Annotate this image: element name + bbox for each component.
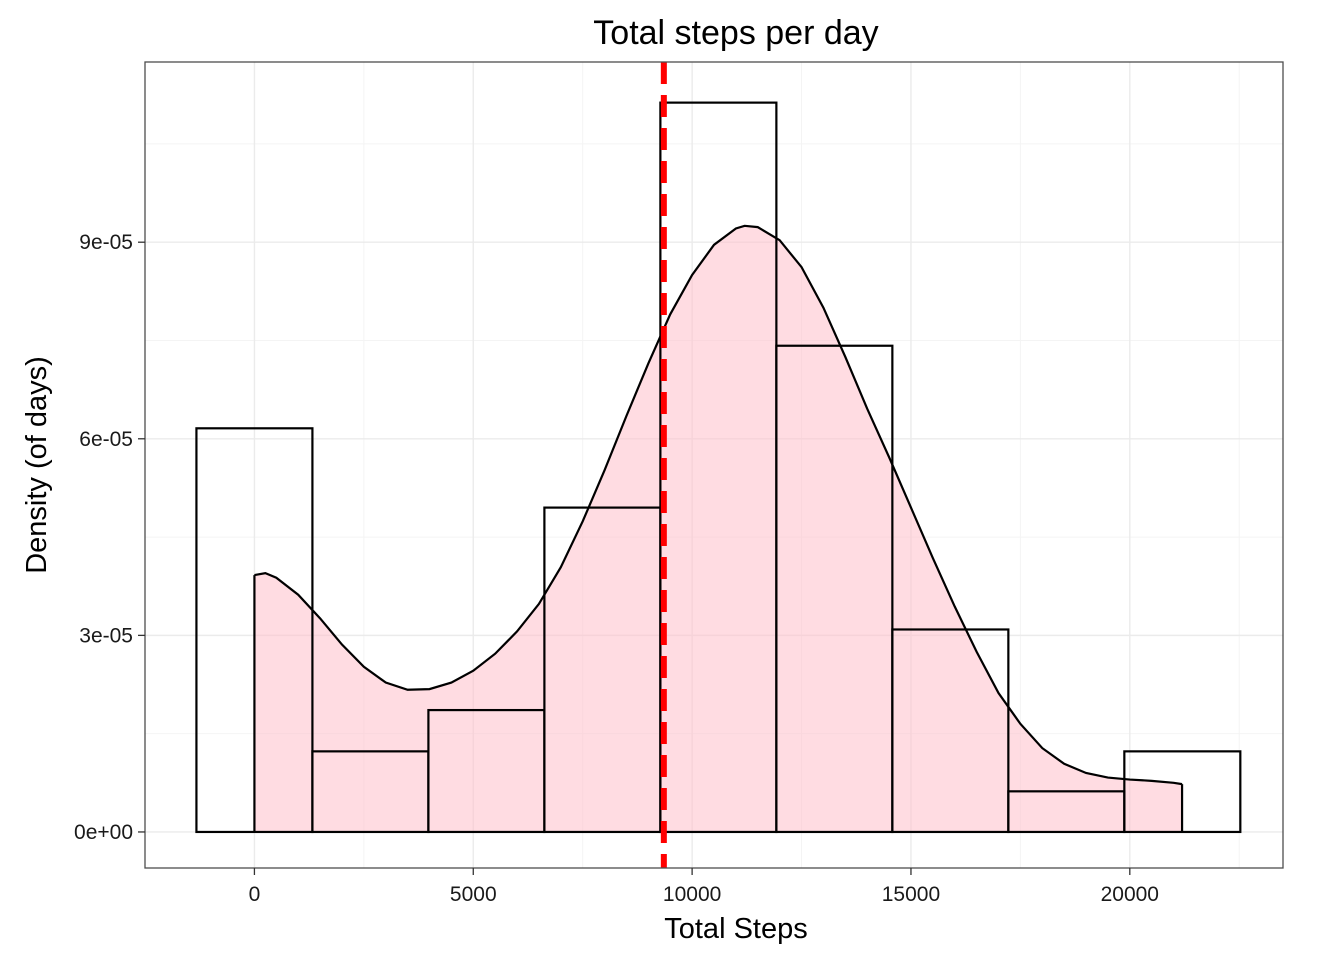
panel-border	[144, 61, 1284, 869]
y-tick-label: 6e-05	[79, 428, 133, 451]
y-axis: 0e+00 3e-05 6e-05 9e-05	[74, 231, 145, 844]
histogram-bar	[195, 427, 314, 834]
x-tick-label: 0	[249, 883, 261, 906]
y-tick-label: 3e-05	[79, 624, 133, 647]
y-tick-label: 0e+00	[74, 821, 133, 844]
density-curve-group	[253, 224, 1184, 832]
density-area	[254, 225, 1183, 832]
density-curve-line	[254, 224, 1183, 786]
histogram-bars	[195, 101, 1242, 834]
histogram-bar	[891, 628, 1010, 834]
y-axis-label: Density (of days)	[21, 356, 53, 574]
x-tick-label: 10000	[663, 883, 721, 906]
x-axis-label: Total Steps	[664, 913, 807, 945]
x-tick-label: 15000	[882, 883, 940, 906]
y-tick-label: 9e-05	[79, 231, 133, 254]
x-tick-label: 20000	[1101, 883, 1159, 906]
x-axis: 0 5000 10000 15000 20000	[249, 868, 1159, 906]
x-tick-label: 5000	[450, 883, 497, 906]
chart-title: Total steps per day	[593, 14, 878, 52]
histogram-bar	[1123, 750, 1242, 834]
histogram-bar	[775, 344, 894, 834]
